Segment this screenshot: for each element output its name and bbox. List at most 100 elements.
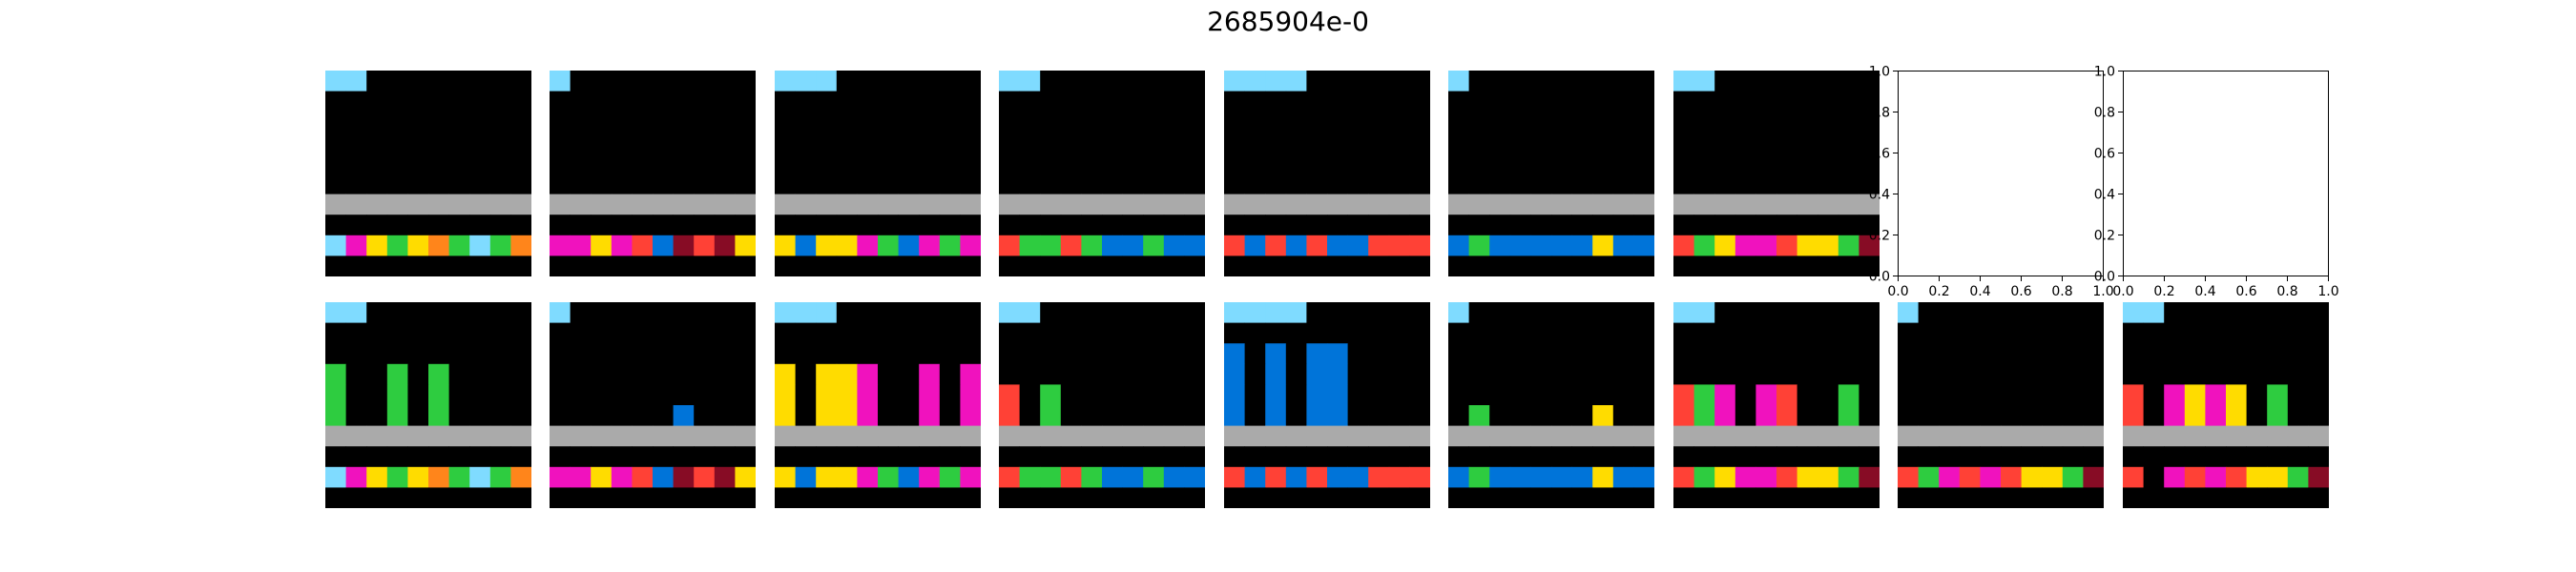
grid-cell bbox=[1184, 71, 1205, 92]
grid-cell bbox=[1918, 446, 1940, 468]
grid-cell bbox=[1633, 112, 1654, 133]
grid-cell bbox=[1693, 446, 1715, 468]
grid-cell bbox=[448, 302, 470, 323]
grid-cell bbox=[1592, 132, 1614, 153]
grid-cell bbox=[919, 466, 941, 488]
y-tick-label: 0.2 bbox=[2094, 229, 2115, 244]
grid-cell bbox=[1776, 446, 1797, 468]
grid-cell bbox=[1612, 132, 1634, 153]
grid-cell bbox=[325, 466, 346, 488]
grid-cell bbox=[550, 384, 571, 406]
grid-cell bbox=[1859, 405, 1880, 426]
grid-cell bbox=[2062, 302, 2084, 323]
grid-cell bbox=[1673, 132, 1694, 153]
grid-cell bbox=[2164, 446, 2186, 468]
grid-cell bbox=[1818, 405, 1839, 426]
grid-cell bbox=[1551, 132, 1572, 153]
grid-cell bbox=[1714, 363, 1736, 385]
grid-cell bbox=[2308, 466, 2329, 488]
grid-cell bbox=[1551, 466, 1572, 488]
grid-cell bbox=[1224, 174, 1245, 194]
grid-cell bbox=[1898, 384, 1919, 406]
grid-cell bbox=[1571, 255, 1593, 276]
grid-cell bbox=[1347, 174, 1369, 194]
grid-cell bbox=[1755, 384, 1777, 406]
grid-cell bbox=[428, 91, 449, 112]
grid-cell bbox=[1776, 214, 1797, 236]
grid-cell bbox=[325, 153, 346, 174]
grid-cell bbox=[898, 174, 920, 194]
grid-cell bbox=[1633, 384, 1654, 406]
grid-cell bbox=[611, 194, 633, 215]
grid-cell bbox=[1980, 384, 2002, 406]
grid-cell bbox=[1163, 153, 1185, 174]
grid-cell bbox=[469, 153, 491, 174]
grid-cell bbox=[1571, 425, 1593, 447]
grid-cell bbox=[1184, 405, 1205, 426]
grid-cell bbox=[878, 363, 899, 385]
grid-cell bbox=[1265, 235, 1287, 256]
grid-cell bbox=[1081, 112, 1103, 133]
grid-cell bbox=[325, 322, 346, 344]
grid-cell bbox=[632, 302, 654, 323]
grid-cell bbox=[550, 425, 571, 447]
grid-cell bbox=[1755, 302, 1777, 323]
grid-cell bbox=[1509, 466, 1531, 488]
grid-cell bbox=[1448, 384, 1469, 406]
grid-cell bbox=[1184, 425, 1205, 447]
grid-cell bbox=[510, 214, 531, 236]
grid-cell bbox=[611, 91, 633, 112]
grid-cell bbox=[775, 194, 796, 215]
grid-cell bbox=[775, 214, 796, 236]
grid-cell bbox=[1530, 466, 1552, 488]
grid-cell bbox=[653, 446, 674, 468]
grid-cell bbox=[510, 194, 531, 215]
grid-cell bbox=[1735, 91, 1756, 112]
pair-7-input-grid bbox=[1673, 71, 1880, 276]
grid-cell bbox=[1571, 466, 1593, 488]
grid-cell bbox=[919, 194, 941, 215]
grid-cell bbox=[1244, 405, 1266, 426]
grid-cell bbox=[1859, 174, 1880, 194]
grid-cell bbox=[1347, 405, 1369, 426]
grid-cell bbox=[1859, 363, 1880, 385]
grid-cell bbox=[1040, 466, 1062, 488]
grid-cell bbox=[1612, 302, 1634, 323]
grid-cell bbox=[1489, 425, 1511, 447]
grid-cell bbox=[1797, 302, 1818, 323]
grid-cell bbox=[325, 487, 346, 508]
grid-cell bbox=[1265, 71, 1287, 92]
grid-cell bbox=[1184, 235, 1205, 256]
grid-cell bbox=[1468, 91, 1490, 112]
grid-cell bbox=[1019, 91, 1041, 112]
grid-cell bbox=[1306, 153, 1328, 174]
grid-cell bbox=[1571, 194, 1593, 215]
grid-cell bbox=[2062, 405, 2084, 426]
grid-cell bbox=[448, 132, 470, 153]
grid-cell bbox=[632, 214, 654, 236]
grid-cell bbox=[1592, 343, 1614, 365]
grid-cell bbox=[653, 363, 674, 385]
grid-cell bbox=[1633, 363, 1654, 385]
grid-cell bbox=[1060, 214, 1082, 236]
x-tick-label: 1.0 bbox=[2092, 284, 2113, 299]
grid-cell bbox=[1163, 194, 1185, 215]
grid-cell bbox=[1244, 446, 1266, 468]
grid-cell bbox=[1368, 214, 1390, 236]
grid-cell bbox=[735, 425, 756, 447]
grid-cell bbox=[1755, 71, 1777, 92]
grid-cell bbox=[2001, 425, 2022, 447]
grid-cell bbox=[345, 71, 367, 92]
grid-cell bbox=[1347, 322, 1369, 344]
grid-cell bbox=[1818, 91, 1839, 112]
grid-cell bbox=[1673, 255, 1694, 276]
grid-cell bbox=[1509, 71, 1531, 92]
grid-cell bbox=[735, 363, 756, 385]
grid-cell bbox=[345, 302, 367, 323]
grid-cell bbox=[1347, 466, 1369, 488]
grid-cell bbox=[1592, 487, 1614, 508]
grid-cell bbox=[1551, 363, 1572, 385]
grid-cell bbox=[1551, 235, 1572, 256]
grid-cell bbox=[428, 343, 449, 365]
grid-cell bbox=[1612, 446, 1634, 468]
